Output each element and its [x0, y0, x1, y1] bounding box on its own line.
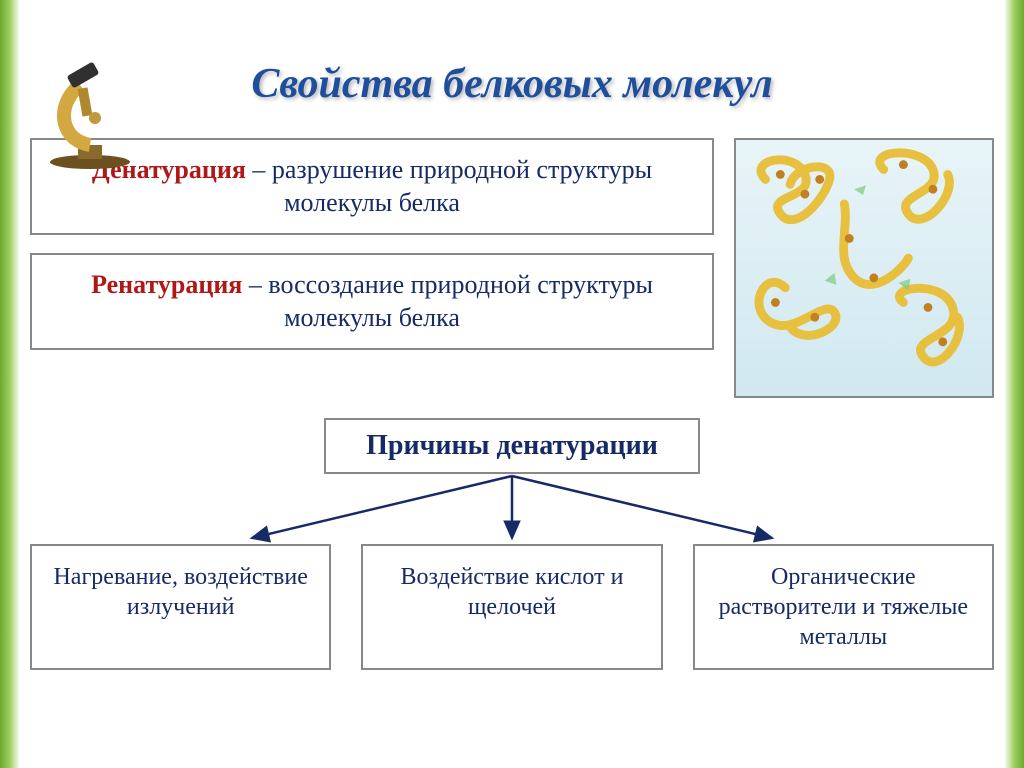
- causes-title-box: Причины денатурации: [324, 418, 700, 474]
- causes-row: Нагревание, воздействие излучений Воздей…: [30, 544, 994, 670]
- definition-text: Денатурация – разрушение природной струк…: [50, 154, 694, 219]
- term-rest: – разрушение природной структуры молекул…: [246, 155, 652, 217]
- frame-left: [0, 0, 20, 768]
- cause-solvents: Органические растворители и тяжелые мета…: [693, 544, 994, 670]
- microscope-icon: [40, 50, 140, 170]
- term-rest: – воссоздание природной структуры молеку…: [242, 270, 653, 332]
- definition-text: Ренатурация – воссоздание природной стру…: [50, 269, 694, 334]
- arrows-svg: [132, 474, 892, 544]
- cause-acids: Воздействие кислот и щелочей: [361, 544, 662, 670]
- term: Ренатурация: [91, 270, 242, 299]
- slide-content: Свойства белковых молекул Денатурация – …: [30, 20, 994, 748]
- page-title: Свойства белковых молекул: [30, 60, 994, 108]
- definitions-row: Денатурация – разрушение природной струк…: [30, 138, 994, 398]
- cause-heating: Нагревание, воздействие излучений: [30, 544, 331, 670]
- frame-right: [1004, 0, 1024, 768]
- definition-box-renaturation: Ренатурация – воссоздание природной стру…: [30, 253, 714, 350]
- protein-illustration: [734, 138, 994, 398]
